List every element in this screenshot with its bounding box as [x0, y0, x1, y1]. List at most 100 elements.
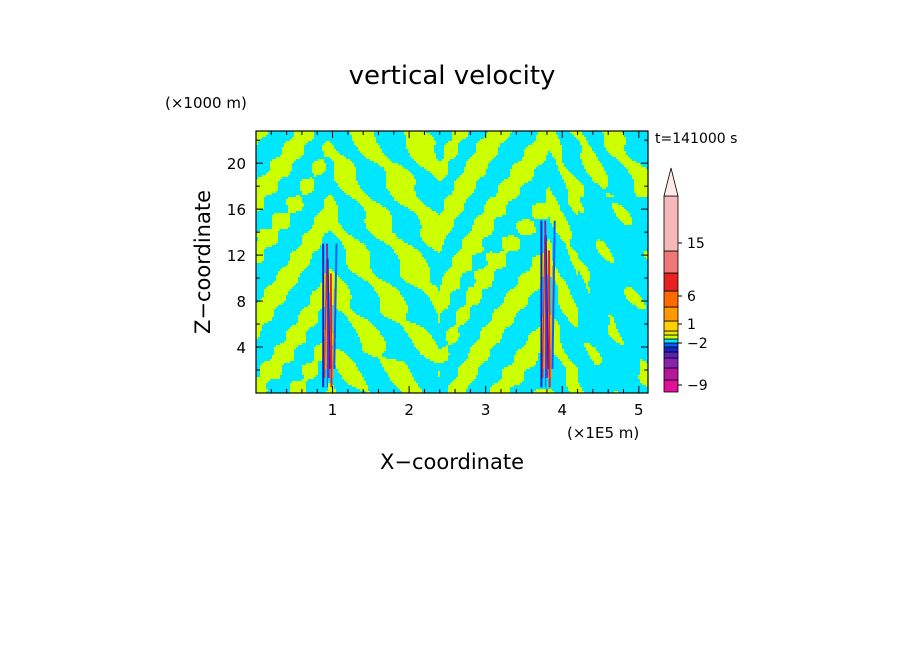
field-cell	[584, 167, 604, 169]
field-cell	[456, 315, 470, 317]
field-cell	[452, 259, 472, 261]
field-cell	[440, 213, 460, 215]
field-cell	[334, 305, 350, 307]
field-cell	[334, 179, 356, 181]
field-cell	[334, 363, 356, 365]
field-cell	[610, 261, 614, 263]
field-cell	[302, 379, 308, 381]
field-cell	[304, 377, 314, 379]
field-cell	[406, 143, 436, 145]
x-axis-label: X−coordinate	[380, 450, 524, 474]
field-cell	[504, 301, 528, 303]
field-cell	[386, 187, 414, 189]
field-cell	[522, 157, 546, 159]
y-axis-ticks: 4 8 12 16 20	[227, 139, 648, 371]
colorbar-label: 6	[687, 289, 696, 305]
field-cell	[270, 161, 294, 163]
field-cell	[566, 369, 578, 371]
field-cell	[608, 329, 618, 331]
field-cell	[568, 197, 580, 199]
field-cell	[370, 283, 390, 285]
x-tick-label: 4	[557, 401, 567, 419]
field-cell	[532, 213, 564, 215]
field-cell	[296, 195, 300, 197]
field-cell	[596, 247, 608, 249]
field-cell	[562, 177, 576, 179]
field-cell	[640, 359, 642, 361]
field-cell	[506, 295, 530, 297]
field-cell	[580, 143, 588, 145]
field-cell	[386, 371, 410, 373]
field-cell	[414, 159, 438, 161]
field-cell	[472, 227, 494, 229]
field-cell	[476, 279, 494, 281]
field-cell	[632, 177, 648, 179]
field-cell	[476, 147, 498, 149]
field-cell	[256, 255, 264, 257]
field-cell	[524, 151, 548, 153]
field-cell	[544, 249, 552, 251]
field-cell	[608, 327, 616, 329]
field-cell	[558, 291, 570, 293]
colorbar-label: −9	[687, 378, 708, 394]
field-cell	[532, 211, 562, 213]
field-cell	[570, 321, 578, 323]
field-cell	[256, 185, 278, 187]
field-cell	[444, 207, 464, 209]
field-cell	[448, 329, 458, 331]
field-cell	[464, 361, 484, 363]
field-cell	[456, 377, 476, 379]
field-cell	[556, 283, 566, 285]
field-cell	[428, 295, 450, 297]
field-cell	[574, 265, 586, 267]
field-cell	[496, 195, 518, 197]
field-cell	[476, 217, 496, 219]
field-cell	[524, 153, 548, 155]
field-cell	[520, 275, 544, 277]
field-cell	[378, 293, 400, 295]
field-cell	[588, 353, 600, 355]
field-cell	[532, 205, 560, 207]
field-cell	[466, 301, 480, 303]
field-cell	[364, 207, 386, 209]
field-cell	[612, 207, 624, 209]
field-cell	[258, 231, 278, 233]
field-cell	[580, 141, 588, 143]
field-cell	[364, 351, 384, 353]
field-cell	[466, 359, 488, 361]
field-cell	[532, 209, 560, 211]
field-cell	[480, 333, 502, 335]
field-cell	[452, 137, 466, 139]
field-cell	[256, 203, 264, 205]
field-cell	[362, 153, 384, 155]
field-cell	[256, 135, 266, 137]
field-cell	[276, 157, 300, 159]
field-cell	[478, 141, 504, 143]
field-cell	[256, 311, 274, 313]
field-cell	[382, 313, 406, 315]
field-cell	[332, 349, 340, 351]
field-cell	[314, 173, 322, 175]
field-cell	[596, 243, 606, 245]
field-cell	[404, 205, 426, 207]
field-cell	[568, 251, 576, 253]
field-cell	[296, 323, 316, 325]
updraft-core-streak	[333, 243, 338, 369]
field-cell	[322, 145, 334, 147]
field-cell	[450, 267, 472, 269]
field-cell	[568, 253, 578, 255]
field-cell	[324, 143, 332, 145]
field-cell	[640, 373, 648, 375]
field-cell	[566, 385, 580, 387]
field-cell	[302, 191, 312, 193]
field-cell	[508, 235, 514, 237]
field-cell	[334, 169, 356, 171]
field-cell	[564, 241, 570, 243]
field-cell	[466, 303, 478, 305]
field-cell	[270, 165, 292, 167]
field-cell	[340, 239, 358, 241]
field-cell	[352, 325, 374, 327]
field-cell	[378, 295, 402, 297]
field-cell	[510, 173, 534, 175]
field-cell	[314, 359, 322, 361]
